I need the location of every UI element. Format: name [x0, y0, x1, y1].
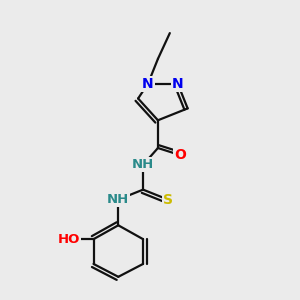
Text: S: S	[163, 193, 173, 206]
Text: NH: NH	[132, 158, 154, 171]
Text: N: N	[172, 76, 184, 91]
Text: NH: NH	[107, 193, 129, 206]
Text: N: N	[142, 76, 154, 91]
Text: O: O	[174, 148, 186, 162]
Text: HO: HO	[58, 233, 80, 246]
